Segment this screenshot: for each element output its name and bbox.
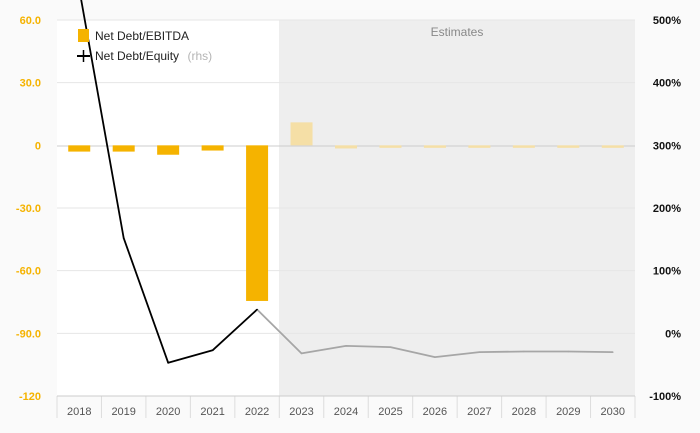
bar-2027 bbox=[468, 145, 491, 148]
right-tick-label-3: 200% bbox=[653, 203, 681, 215]
x-tick-label-2024: 2024 bbox=[334, 406, 358, 418]
bar-2018 bbox=[68, 145, 91, 152]
bar-2020 bbox=[157, 145, 180, 155]
right-tick-label-5: 0% bbox=[665, 328, 681, 340]
line-point-2025 bbox=[389, 346, 392, 348]
legend-bar-swatch bbox=[78, 29, 89, 42]
line-point-2028 bbox=[523, 350, 525, 353]
right-tick-label-6: -100% bbox=[649, 391, 681, 403]
legend-rhs-note: (rhs) bbox=[188, 49, 213, 63]
right-tick-label-4: 100% bbox=[653, 266, 681, 278]
x-tick-label-2023: 2023 bbox=[289, 406, 313, 418]
left-tick-label-5: -90.0 bbox=[16, 328, 41, 340]
right-tick-label-2: 300% bbox=[653, 140, 681, 152]
bar-2025 bbox=[379, 145, 402, 148]
left-tick-label-4: -60.0 bbox=[16, 266, 41, 278]
right-tick-label-0: 500% bbox=[653, 15, 681, 27]
gridlines bbox=[56, 19, 636, 418]
line-point-2029 bbox=[567, 350, 570, 353]
left-tick-label-0: 60.0 bbox=[20, 15, 41, 27]
left-axis-ticks: 60.0 30.0 0 -30.0 -60.0 -90.0 -120 bbox=[16, 15, 41, 403]
x-tick-label-2027: 2027 bbox=[467, 406, 491, 418]
bar-2030 bbox=[601, 145, 624, 148]
bar-2026 bbox=[423, 145, 446, 148]
x-tick-label-2028: 2028 bbox=[512, 406, 536, 418]
line-point-2023 bbox=[300, 352, 303, 355]
x-tick-label-2022: 2022 bbox=[245, 406, 269, 418]
legend-label-net-debt-ebitda: Net Debt/EBITDA bbox=[95, 29, 189, 43]
x-tick-label-2020: 2020 bbox=[156, 406, 180, 418]
bar-2021 bbox=[201, 145, 224, 151]
left-tick-label-3: -30.0 bbox=[16, 203, 41, 215]
line-point-2024 bbox=[345, 345, 347, 347]
x-tick-label-2025: 2025 bbox=[378, 406, 402, 418]
x-tick-label-2021: 2021 bbox=[200, 406, 224, 418]
legend-label-net-debt-equity: Net Debt/Equity (rhs) bbox=[95, 47, 212, 64]
line-series bbox=[80, 0, 614, 364]
bar-2019 bbox=[112, 145, 135, 152]
estimates-label: Estimates bbox=[431, 25, 484, 39]
line-point-2027 bbox=[478, 351, 481, 353]
left-tick-label-2: 0 bbox=[35, 140, 41, 152]
bar-series bbox=[68, 122, 624, 301]
bar-2023 bbox=[290, 122, 313, 146]
legend-series-name: Net Debt/Equity bbox=[95, 49, 179, 63]
bar-2028 bbox=[512, 145, 535, 148]
line-point-2021 bbox=[211, 349, 214, 352]
bar-2022 bbox=[246, 145, 269, 301]
x-tick-label-2030: 2030 bbox=[601, 406, 625, 418]
line-point-2030 bbox=[611, 351, 614, 353]
right-axis-ticks: 500% 400% 300% 200% 100% 0% -100% bbox=[649, 15, 681, 403]
left-tick-label-1: 30.0 bbox=[20, 78, 41, 90]
right-tick-label-1: 400% bbox=[653, 78, 681, 90]
line-point-2020 bbox=[167, 361, 169, 364]
line-point-2026 bbox=[434, 356, 436, 358]
line-point-2019 bbox=[122, 237, 125, 239]
bar-2029 bbox=[557, 145, 580, 148]
x-axis-ticks: 2018 2019 2020 2021 2022 2023 2024 2025 2026 2027… bbox=[67, 406, 625, 418]
bar-2024 bbox=[335, 145, 357, 149]
line-point-2022 bbox=[256, 308, 258, 311]
x-tick-label-2026: 2026 bbox=[423, 406, 447, 418]
left-tick-label-6: -120 bbox=[19, 391, 41, 403]
x-tick-label-2019: 2019 bbox=[111, 406, 135, 418]
x-tick-label-2029: 2029 bbox=[556, 406, 580, 418]
x-tick-label-2018: 2018 bbox=[67, 406, 91, 418]
legend: Net Debt/EBITDA Net Debt/Equity (rhs) bbox=[77, 29, 212, 64]
